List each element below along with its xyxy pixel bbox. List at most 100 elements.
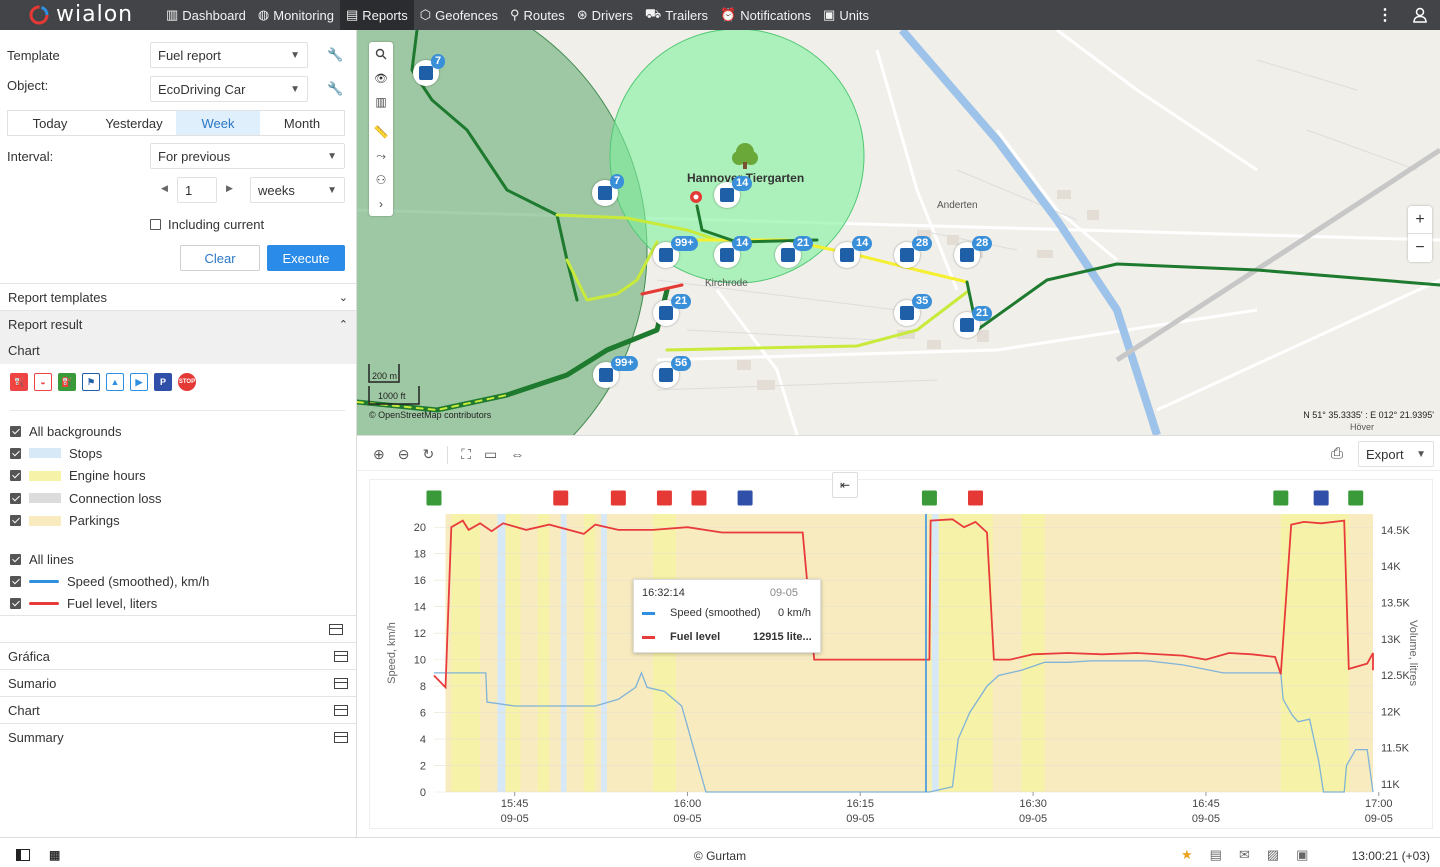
period-month[interactable]: Month	[283, 115, 321, 131]
route-tool-icon[interactable]: ⤳	[376, 148, 386, 163]
event-marker-icon[interactable]	[1272, 489, 1290, 507]
map-view[interactable]: Hannover Tiergarten Anderten Kirchrode H…	[357, 30, 1440, 435]
video-toggle-icon[interactable]: ▶	[130, 373, 148, 391]
template-select[interactable]: Fuel report ▼	[150, 42, 308, 68]
favorite-star-icon[interactable]: ★	[1181, 847, 1193, 862]
collapse-chart-icon[interactable]: ⇤	[832, 472, 858, 498]
nav-item-trailers[interactable]: ⛟ Trailers	[639, 0, 714, 30]
unit-marker[interactable]	[714, 182, 740, 208]
interval-select[interactable]: For previous ▼	[150, 143, 345, 169]
table-icon[interactable]	[334, 677, 348, 689]
unit-marker[interactable]	[653, 300, 679, 326]
unit-marker[interactable]	[954, 242, 980, 268]
event-marker-icon[interactable]	[690, 489, 708, 507]
fuel-station-toggle-icon[interactable]: ⛽	[58, 373, 76, 391]
zoom-out-icon[interactable]: ⊖	[397, 446, 410, 462]
line-toggle-1[interactable]: Fuel level, liters	[10, 594, 157, 612]
period-yesterday[interactable]: Yesterday	[105, 115, 163, 131]
parking-toggle-icon[interactable]: P	[154, 373, 172, 391]
nav-item-routes[interactable]: ⚲ Routes	[504, 0, 571, 30]
search-icon[interactable]	[369, 42, 393, 66]
period-week[interactable]: Week	[176, 111, 260, 135]
background-toggle-stops[interactable]: Stops	[10, 444, 102, 462]
nearest-units-icon[interactable]: ⚇	[375, 173, 387, 187]
checkbox-box[interactable]	[10, 470, 21, 481]
table-icon[interactable]	[334, 704, 348, 716]
unit-marker[interactable]	[653, 362, 679, 388]
event-marker-icon[interactable]	[920, 489, 938, 507]
object-select[interactable]: EcoDriving Car ▼	[150, 76, 308, 102]
event-marker-icon[interactable]	[967, 489, 985, 507]
reset-zoom-icon[interactable]: ↻	[422, 446, 435, 462]
background-toggle-engine-hours[interactable]: Engine hours	[10, 467, 146, 485]
event-marker-icon[interactable]	[655, 489, 673, 507]
event-marker-icon[interactable]	[736, 489, 754, 507]
panel-toggle-icon[interactable]	[16, 849, 30, 861]
fit-selection-icon[interactable]: ⛶	[461, 446, 472, 462]
apps-grid-icon[interactable]: ▦	[49, 848, 61, 862]
wrench-icon[interactable]: 🔧	[327, 47, 344, 62]
event-marker-icon[interactable]	[425, 489, 443, 507]
checkbox-box[interactable]	[10, 515, 21, 526]
nav-item-units[interactable]: ▣ Units	[817, 0, 875, 30]
checkbox-box[interactable]	[10, 492, 21, 504]
increment-arrow-icon[interactable]: ▶	[226, 183, 233, 193]
stop-toggle-icon[interactable]: STOP	[178, 373, 196, 391]
timeline-icon[interactable]: ⇔	[510, 446, 525, 462]
result-table-item[interactable]: Chart	[0, 696, 356, 723]
fuel-drain-toggle-icon[interactable]: ◒	[34, 373, 52, 391]
wrench-icon[interactable]: 🔧	[327, 81, 344, 96]
all-lines-toggle[interactable]: All lines	[10, 550, 74, 568]
image-toggle-icon[interactable]: ▲	[106, 373, 124, 391]
nav-item-drivers[interactable]: ⊛ Drivers	[571, 0, 639, 30]
checkbox-box[interactable]	[10, 597, 21, 609]
image-icon[interactable]: ▨	[1266, 847, 1280, 862]
clear-button[interactable]: Clear	[180, 245, 260, 271]
more-menu-icon[interactable]: ⋮	[1377, 7, 1393, 24]
messages-icon[interactable]: ▤	[1209, 847, 1222, 862]
wialon-logo[interactable]: wialon	[28, 2, 133, 27]
eye-icon[interactable]: 👁	[374, 72, 388, 85]
period-today[interactable]: Today	[32, 115, 68, 131]
including-current-checkbox[interactable]: Including current	[150, 217, 264, 232]
comment-icon[interactable]: ▭	[484, 446, 498, 462]
checkbox-box[interactable]	[10, 447, 21, 459]
background-toggle-parkings[interactable]: Parkings	[10, 512, 120, 530]
zoom-in-button[interactable]: +	[1408, 206, 1432, 234]
table-icon[interactable]	[329, 624, 343, 635]
decrement-arrow-icon[interactable]: ◀	[161, 183, 168, 193]
line-toggle-0[interactable]: Speed (smoothed), km/h	[10, 572, 209, 590]
export-select[interactable]: Export ▼	[1358, 441, 1434, 467]
nav-item-dashboard[interactable]: ▥ Dashboard	[160, 0, 252, 30]
checkbox-box[interactable]	[10, 575, 21, 587]
checkbox-box[interactable]	[10, 553, 21, 565]
print-icon[interactable]: ⎙	[1331, 445, 1344, 462]
map-layers-icon[interactable]: ▥	[375, 95, 387, 109]
report-result-section[interactable]: Report result ⌃	[0, 310, 356, 337]
all-backgrounds-toggle[interactable]: All backgrounds	[10, 422, 122, 440]
background-toggle-connection-loss[interactable]: Connection loss	[10, 489, 162, 507]
report-templates-section[interactable]: Report templates ⌄	[0, 283, 356, 310]
nav-item-monitoring[interactable]: ◍ Monitoring	[252, 0, 340, 30]
interval-count-input[interactable]: 1	[177, 177, 217, 203]
sessions-icon[interactable]: ▣	[1296, 847, 1309, 862]
result-table-item[interactable]: Summary	[0, 723, 356, 750]
nav-item-notifications[interactable]: ⏰ Notifications	[714, 0, 817, 30]
event-marker-icon[interactable]	[552, 489, 570, 507]
flag-toggle-icon[interactable]: ⚑	[82, 373, 100, 391]
table-icon[interactable]	[334, 731, 348, 743]
chevron-right-icon[interactable]: ›	[379, 197, 383, 211]
fuel-fill-toggle-icon[interactable]: ⛽	[10, 373, 28, 391]
email-icon[interactable]: ✉	[1238, 847, 1250, 862]
event-marker-icon[interactable]	[1347, 489, 1365, 507]
result-table-row-empty[interactable]	[0, 615, 356, 642]
nav-item-reports[interactable]: ▤ Reports	[339, 0, 414, 30]
result-table-item[interactable]: Sumario	[0, 669, 356, 696]
unit-marker[interactable]	[834, 242, 860, 268]
result-table-item[interactable]: Gráfica	[0, 642, 356, 669]
event-marker-icon[interactable]	[1312, 489, 1330, 507]
chart-section[interactable]: Chart	[0, 337, 356, 364]
user-icon[interactable]	[1400, 0, 1440, 30]
ruler-icon[interactable]: 📏	[373, 125, 389, 139]
interval-unit-select[interactable]: weeks ▼	[250, 177, 345, 203]
